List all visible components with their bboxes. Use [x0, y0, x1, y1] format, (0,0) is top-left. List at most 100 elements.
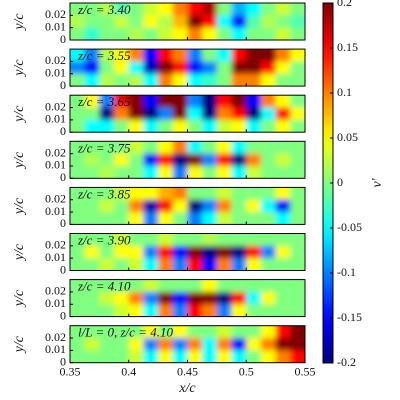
heatmap-cell — [275, 212, 291, 225]
y-tick-label: 0 — [60, 170, 66, 184]
heatmap-cell — [246, 304, 262, 317]
heatmap-cell — [172, 73, 189, 87]
heatmap-cell — [143, 61, 159, 75]
y-tick-label: 0.01 — [45, 112, 66, 126]
heatmap-cell — [246, 119, 262, 133]
heatmap-cell — [99, 291, 115, 305]
heatmap-cell — [187, 199, 203, 213]
heatmap-cell — [172, 153, 189, 167]
heatmap-cell — [84, 258, 100, 271]
heatmap-cell — [187, 233, 203, 247]
heatmap-cell — [70, 258, 86, 271]
heatmap-cell — [114, 107, 130, 121]
heatmap-cell — [202, 15, 218, 29]
heatmap-cell — [172, 95, 189, 109]
heatmap-cell — [246, 279, 262, 293]
heatmap-cell — [158, 279, 174, 293]
heatmap-cell — [187, 338, 203, 351]
heatmap-cell — [172, 350, 189, 363]
heatmap-cell — [99, 61, 115, 75]
heatmap-cell — [202, 199, 218, 213]
heatmap-cell — [246, 233, 262, 247]
x-tick-label: 0.45 — [177, 364, 198, 378]
heatmap-cell — [128, 258, 145, 271]
x-tick-label: 0.5 — [239, 364, 254, 378]
heatmap-cell — [84, 338, 100, 351]
heatmap-cell — [260, 279, 277, 293]
heatmap-cell — [216, 245, 233, 259]
heatmap-cell — [187, 187, 203, 201]
y-tick-label: 0 — [60, 262, 66, 276]
heatmap-cell — [99, 279, 115, 293]
heatmap-cell — [158, 119, 174, 133]
heatmap-cell — [114, 279, 130, 293]
heatmap-cell — [84, 325, 100, 339]
heatmap-cell — [275, 304, 291, 317]
panel-annotation: z/c = 4.10 — [77, 279, 131, 294]
heatmap-cell — [202, 338, 218, 351]
heatmap-cell — [84, 49, 100, 63]
heatmap-cell — [260, 291, 277, 305]
heatmap-cell — [99, 325, 115, 339]
heatmap-cell — [290, 165, 305, 179]
heatmap-cell — [99, 199, 115, 213]
heatmap-cell — [275, 325, 291, 339]
heatmap-cell — [114, 245, 130, 259]
heatmap-cell — [172, 258, 189, 271]
heatmap-cell — [128, 325, 145, 339]
heatmap-cell — [114, 141, 130, 155]
heatmap-cell — [202, 212, 218, 225]
heatmap-cell — [187, 153, 203, 167]
heatmap-cell — [260, 95, 277, 109]
heatmap-cell — [202, 73, 218, 87]
heatmap-cell — [128, 233, 145, 247]
heatmap-cell — [128, 153, 145, 167]
heatmap-cell — [290, 107, 305, 121]
heatmap-cell — [84, 199, 100, 213]
heatmap-cell — [114, 165, 130, 179]
y-tick-label: 0 — [60, 32, 66, 46]
colorbar-tick-label: -0.15 — [337, 310, 362, 324]
heatmap-cell — [260, 233, 277, 247]
heatmap-cell — [70, 27, 86, 40]
heatmap-cell — [231, 119, 247, 133]
heatmap-cell — [99, 212, 115, 225]
heatmap-cell — [70, 279, 86, 293]
heatmap-cell — [187, 165, 203, 179]
heatmap-cell — [114, 187, 130, 201]
heatmap-cell — [84, 73, 100, 87]
heatmap-cell — [99, 153, 115, 167]
heatmap-cell — [158, 61, 174, 75]
heatmap-cell — [202, 258, 218, 271]
heatmap-cell — [246, 338, 262, 351]
heatmap-cell — [275, 27, 291, 40]
heatmap-cell — [290, 61, 305, 75]
heatmap-cell — [260, 304, 277, 317]
y-tick-label: 0.01 — [45, 296, 66, 310]
heatmap-cell — [143, 95, 159, 109]
heatmap-cell — [114, 233, 130, 247]
heatmap-panel — [70, 279, 305, 317]
heatmap-cell — [290, 350, 305, 363]
heatmap-cell — [187, 49, 203, 63]
heatmap-cell — [231, 3, 247, 16]
heatmap-cell — [231, 291, 247, 305]
heatmap-cell — [275, 350, 291, 363]
y-tick-label: 0.01 — [45, 204, 66, 218]
heatmap-cell — [202, 27, 218, 40]
heatmap-cell — [216, 233, 233, 247]
y-tick-label: 0 — [60, 354, 66, 368]
heatmap-cell — [114, 199, 130, 213]
heatmap-cell — [187, 212, 203, 225]
heatmap-cell — [70, 119, 86, 133]
heatmap-cell — [275, 245, 291, 259]
heatmap-cell — [202, 119, 218, 133]
heatmap-cell — [70, 165, 86, 179]
y-axis-label: y/c — [12, 105, 27, 124]
heatmap-cell — [187, 15, 203, 29]
heatmap-cell — [275, 187, 291, 201]
y-tick-label: 0.01 — [45, 342, 66, 356]
heatmap-cell — [260, 49, 277, 63]
heatmap-cell — [275, 338, 291, 351]
heatmap-cell — [99, 107, 115, 121]
